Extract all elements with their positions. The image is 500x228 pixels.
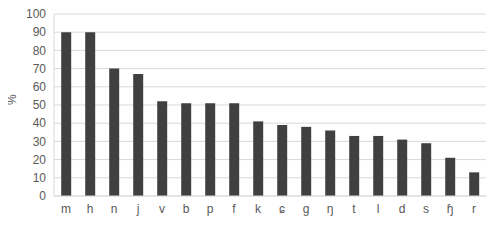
svg-text:20: 20 [33,153,47,167]
svg-text:s: s [423,202,429,216]
svg-text:r: r [472,202,476,216]
svg-text:k: k [255,202,262,216]
svg-text:70: 70 [33,62,47,76]
svg-text:%: % [8,94,19,105]
svg-text:l: l [377,202,380,216]
svg-text:t: t [352,202,356,216]
svg-text:g: g [303,202,310,216]
svg-text:f: f [232,202,236,216]
svg-text:ɕ: ɕ [279,202,285,216]
svg-text:100: 100 [26,8,46,21]
svg-text:40: 40 [33,116,47,130]
svg-text:80: 80 [33,44,47,58]
svg-text:90: 90 [33,25,47,39]
svg-text:60: 60 [33,80,47,94]
svg-text:h: h [87,202,94,216]
svg-text:30: 30 [33,135,47,149]
svg-text:10: 10 [33,171,47,185]
svg-text:ɧ: ɧ [447,202,454,216]
svg-text:ŋ: ŋ [327,202,334,216]
svg-text:v: v [159,202,165,216]
svg-text:b: b [183,202,190,216]
svg-text:d: d [399,202,406,216]
svg-text:n: n [111,202,118,216]
svg-text:m: m [61,202,71,216]
svg-text:j: j [136,202,140,216]
svg-text:p: p [207,202,214,216]
svg-text:50: 50 [33,98,47,112]
svg-text:0: 0 [39,189,46,203]
